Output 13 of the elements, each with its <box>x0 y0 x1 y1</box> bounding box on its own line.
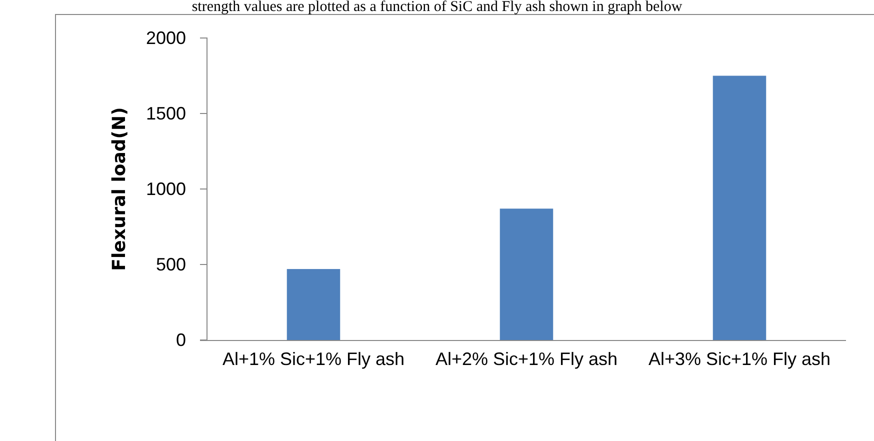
text: strength values are plotted as a function of SiC and Fly ash shown in graph below <box>192 0 682 15</box>
y-tick-label: 0 <box>176 330 186 350</box>
x-tick-label: Al+3% Sic+1% Fly ash <box>648 348 831 369</box>
y-tick-label: 2000 <box>146 28 186 48</box>
bar <box>286 269 340 340</box>
y-tick-label: 500 <box>156 254 186 274</box>
y-tick-label: 1000 <box>146 178 186 199</box>
x-tick-label: Al+2% Sic+1% Fly ash <box>435 348 618 369</box>
bar <box>500 208 554 340</box>
x-tick-label: Al+1% Sic+1% Fly ash <box>222 348 405 369</box>
bar <box>712 76 766 340</box>
y-tick-label: 1500 <box>146 103 186 124</box>
y-axis-title: Flexural load(N) <box>109 107 130 271</box>
